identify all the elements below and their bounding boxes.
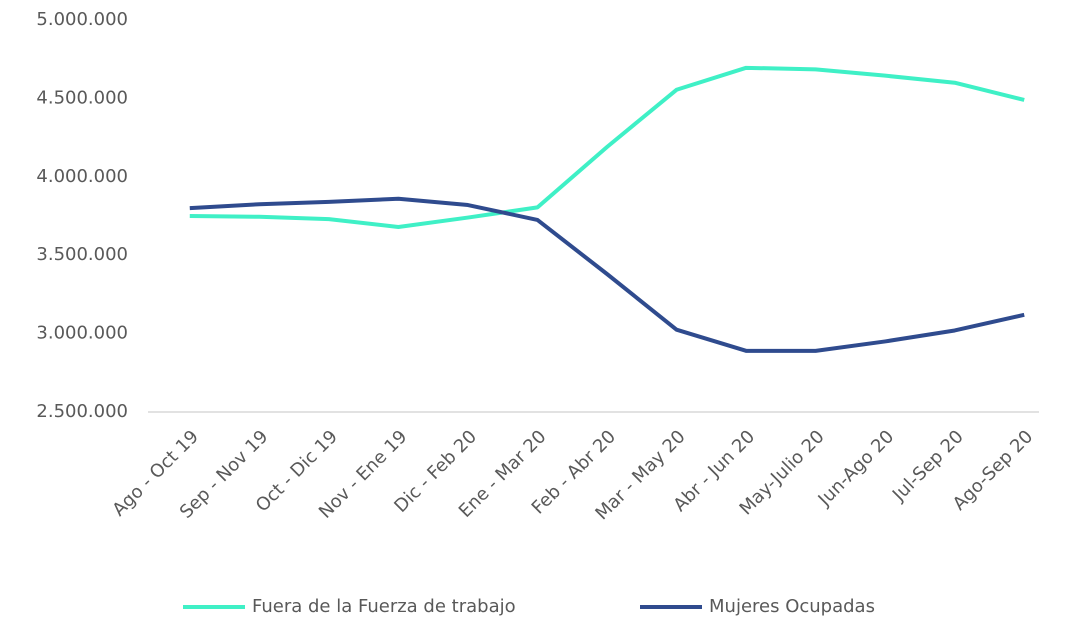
y-tick-label: 2.500.000 <box>36 401 128 422</box>
y-tick-label: 5.000.000 <box>36 9 128 30</box>
legend-label: Mujeres Ocupadas <box>709 596 875 617</box>
legend-label: Fuera de la Fuerza de trabajo <box>252 596 516 617</box>
line-series <box>189 196 1025 353</box>
y-tick-label: 4.500.000 <box>36 87 128 108</box>
y-tick-label: 3.500.000 <box>36 244 128 265</box>
y-tick-label: 4.000.000 <box>36 166 128 187</box>
line-series <box>189 65 1025 229</box>
y-tick-label: 3.000.000 <box>36 323 128 344</box>
